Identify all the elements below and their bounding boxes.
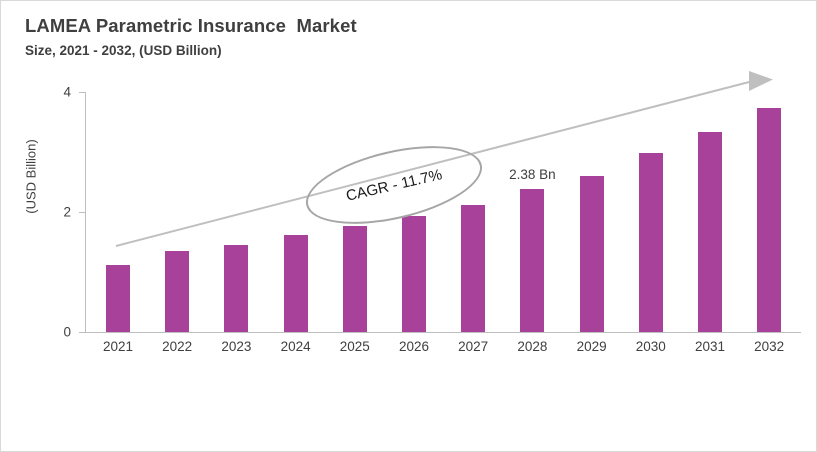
x-axis-tick-label-2023: 2023 [221,339,252,354]
bar-value-label-2028: 2.38 Bn [509,167,556,183]
x-axis-tick-label-2028: 2028 [517,339,548,354]
x-axis-tick-label-2031: 2031 [694,339,726,354]
x-axis-tick-label-2026: 2026 [398,339,430,354]
x-axis-tick-label-2030: 2030 [635,339,666,354]
bar-2029[interactable] [579,176,604,332]
y-axis-tick-labels: 4 2 0 [41,1,71,451]
x-axis-tick-label-2027: 2027 [458,339,489,354]
bar-2031[interactable] [698,132,722,332]
bar-2022[interactable] [165,251,190,332]
x-axis-tick-label-2029: 2029 [576,339,607,354]
bar-2025[interactable] [342,226,367,332]
y-axis-tick [79,212,86,213]
title-block: LAMEA Parametric Insurance Market Size, … [25,15,625,59]
y-axis-tick-label: 0 [63,324,71,340]
bar-2023[interactable] [224,245,249,332]
x-axis-tick-label-2025: 2025 [339,339,370,354]
bar-2026[interactable] [402,216,426,332]
bar-2028[interactable] [520,189,545,332]
bar-2024[interactable] [283,234,308,332]
chart-subtitle: Size, 2021 - 2032, (USD Billion) [25,43,222,59]
bar-2030[interactable] [638,153,663,332]
bar-2027[interactable] [461,204,486,332]
page-title: LAMEA Parametric Insurance Market [25,15,357,36]
x-axis-line [85,332,801,333]
x-axis-tick-label-2032: 2032 [754,339,785,354]
y-axis-tick [79,332,86,333]
y-axis-tick-label: 2 [63,204,71,220]
y-axis-tick-label: 4 [63,84,71,100]
x-axis-tick-label-2024: 2024 [280,339,311,354]
bar-2032[interactable] [757,108,782,332]
y-axis-tick [79,92,86,93]
y-axis-title: (USD Billion) [23,139,39,214]
x-axis-tick-label-2022: 2022 [162,339,193,354]
bar-2021[interactable] [106,264,130,332]
x-axis-tick-label-2021: 2021 [102,339,134,354]
